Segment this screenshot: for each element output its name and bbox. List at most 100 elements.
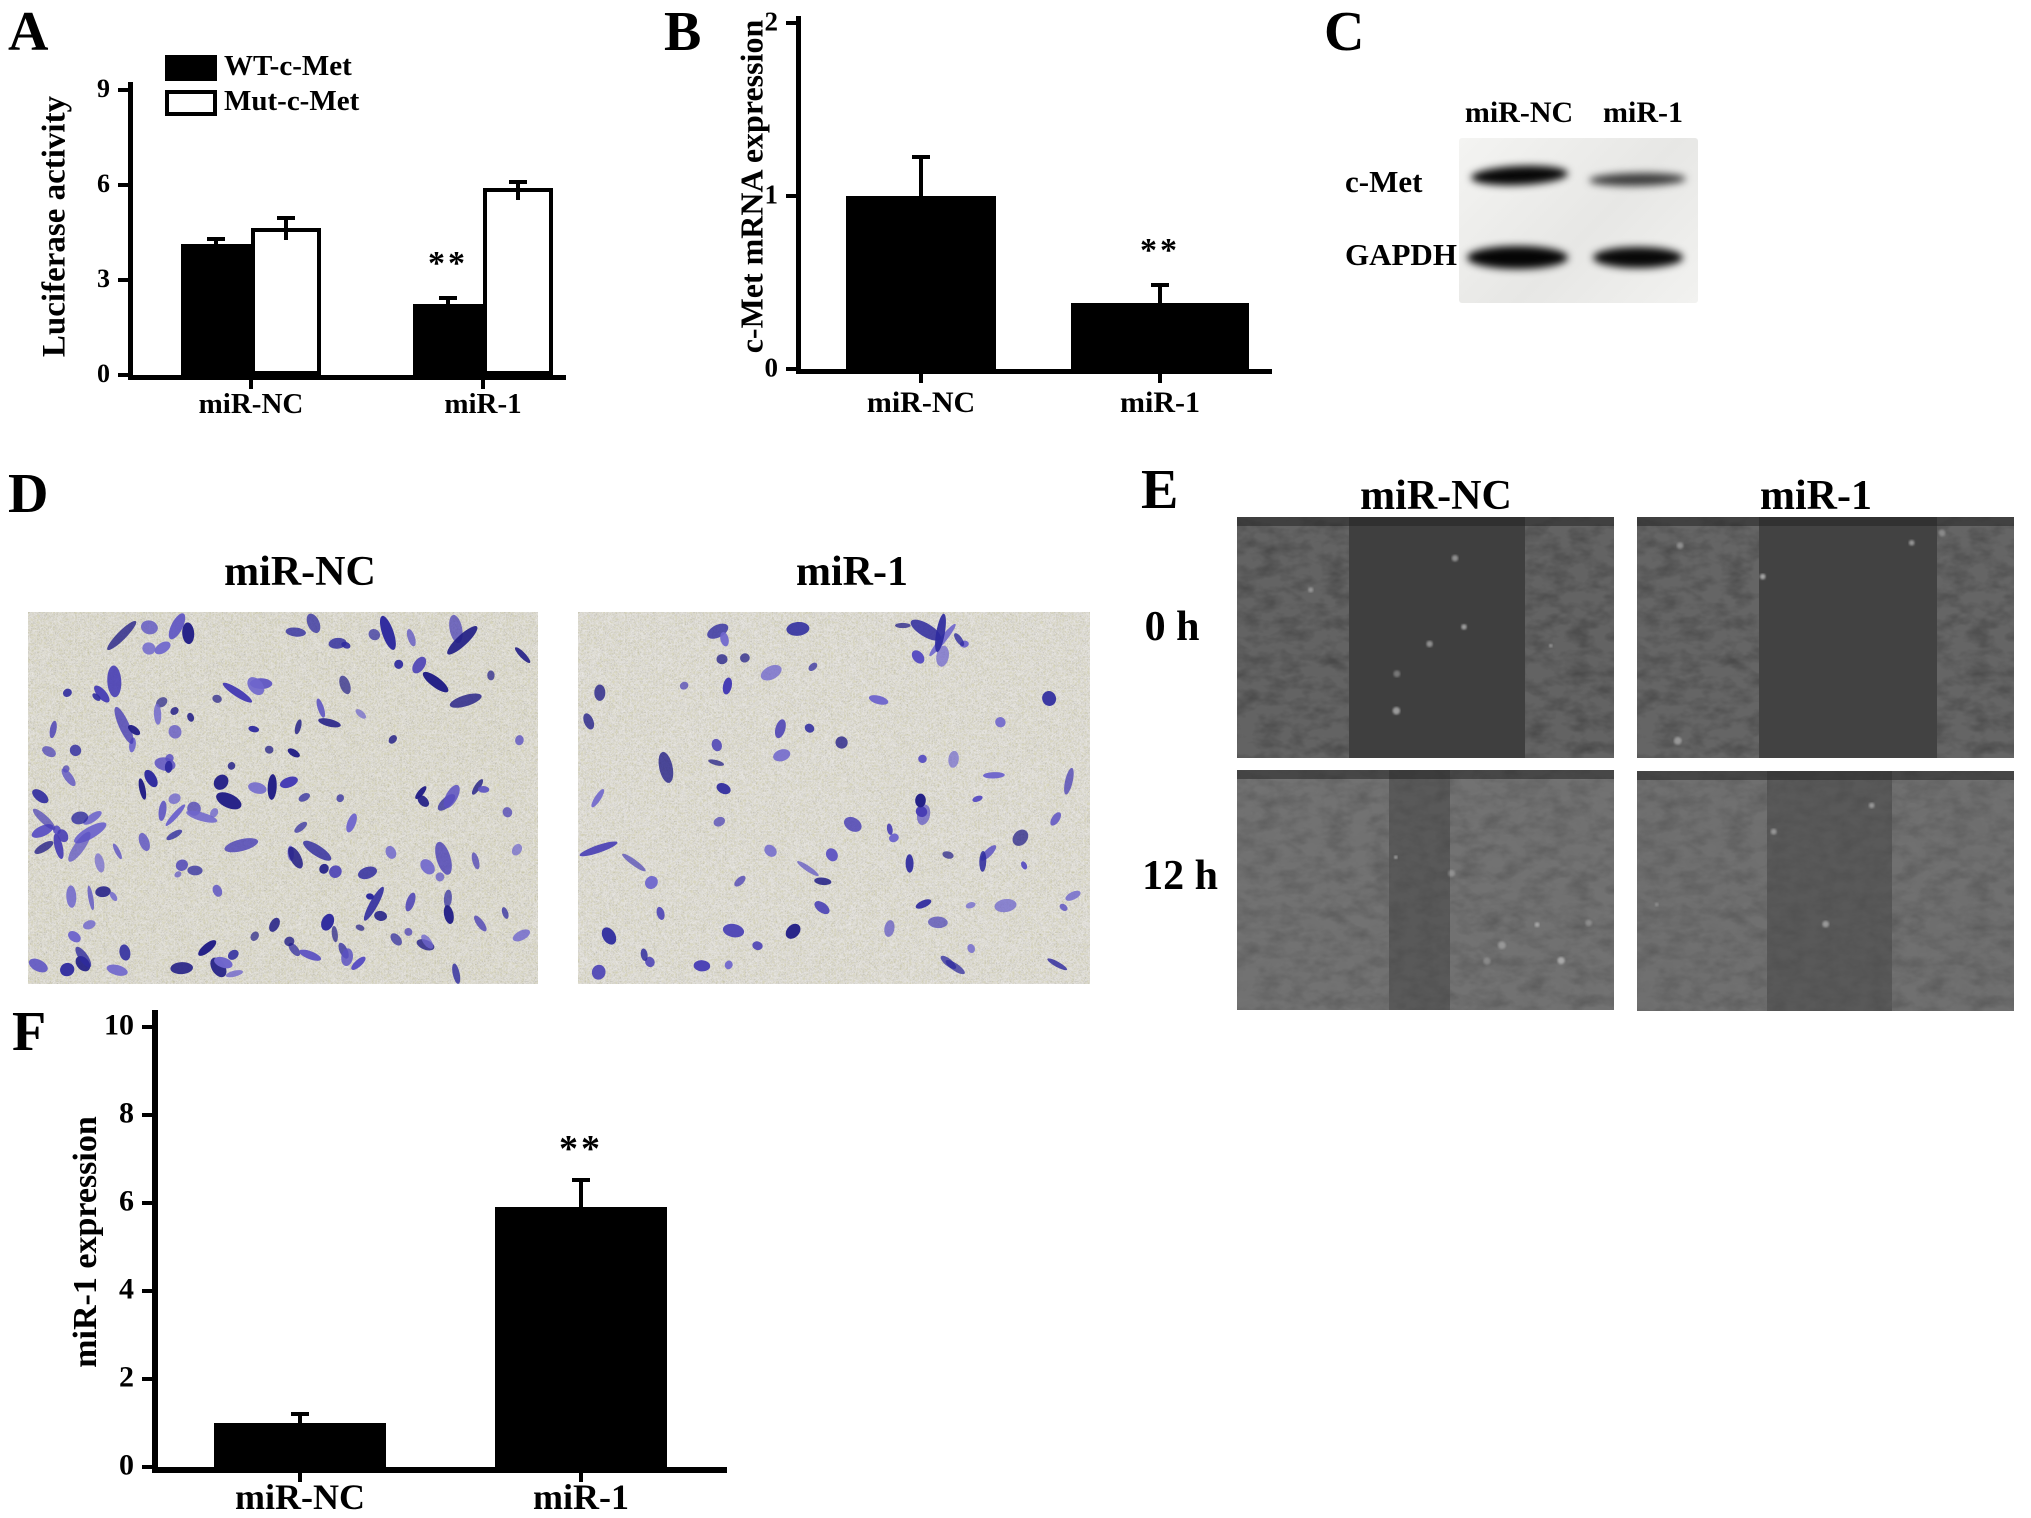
wound-image-0h-mir-1 — [1637, 517, 2014, 758]
bright-cell-spot — [1654, 902, 1659, 907]
stained-cell — [711, 738, 722, 752]
stained-cell — [905, 854, 914, 873]
stained-cell — [49, 720, 57, 739]
stained-cell — [895, 622, 911, 629]
stained-cell — [288, 846, 303, 869]
stained-cell — [83, 811, 102, 825]
stained-cell — [198, 940, 217, 956]
stained-cell — [212, 884, 223, 897]
x-axis-B — [796, 369, 1272, 374]
stained-cell — [713, 816, 726, 827]
stained-cell — [298, 793, 310, 802]
x-tick-B-miR-1 — [1158, 374, 1162, 383]
bright-cell-spot — [1908, 540, 1915, 546]
stained-cell — [363, 886, 384, 921]
stained-cell — [591, 964, 606, 980]
stained-cell — [594, 684, 606, 701]
bright-cell-spot — [1549, 643, 1553, 648]
stained-cell — [915, 806, 928, 817]
stained-cell — [187, 865, 203, 876]
x-label-F-miR-1: miR-1 — [533, 1477, 629, 1517]
stained-cell — [346, 813, 357, 833]
stained-cell — [138, 832, 150, 852]
wound-image-0h-mir-nc — [1237, 517, 1614, 758]
y-axis-F — [152, 1010, 158, 1473]
bright-cell-spot — [1676, 542, 1684, 549]
stained-cell — [591, 789, 605, 808]
bright-cell-spot — [1585, 919, 1592, 927]
bright-cell-spot — [1822, 920, 1830, 928]
stained-cell — [68, 930, 81, 943]
y-tick-F-2 — [142, 1377, 152, 1381]
stained-cell — [760, 664, 782, 681]
stained-cell — [94, 853, 105, 873]
stained-cell — [911, 650, 925, 664]
stained-cell — [144, 769, 158, 788]
y-tick-label-F-4: 4 — [119, 1272, 134, 1306]
stained-cell — [435, 841, 452, 875]
stained-cell — [583, 713, 595, 730]
stained-cell — [954, 633, 965, 647]
stained-cell — [601, 927, 617, 945]
bar-A-Mut-c-Met-miR-1 — [483, 188, 553, 375]
stained-cell — [843, 816, 862, 832]
stained-cell — [1064, 767, 1074, 795]
stained-cell — [814, 877, 832, 886]
stained-cell — [331, 926, 338, 943]
stained-cell — [339, 675, 351, 695]
stained-cell — [168, 724, 182, 739]
stained-cell — [165, 804, 186, 826]
stained-cell — [1012, 829, 1029, 846]
stained-cell — [32, 808, 56, 830]
stained-cell — [107, 620, 137, 651]
blot-row-label-gapdh: GAPDH — [1345, 237, 1457, 272]
stained-cell — [886, 823, 893, 835]
stained-cell — [804, 723, 815, 733]
stained-cell — [140, 620, 158, 635]
stained-cell — [294, 719, 302, 735]
stained-cell — [948, 750, 959, 768]
transwell-label-mir-nc: miR-NC — [224, 549, 376, 595]
stained-cell — [227, 762, 236, 770]
stained-cell — [995, 717, 1006, 728]
stained-cell — [405, 892, 416, 912]
stained-cell — [868, 695, 889, 705]
y-axis-title-F: miR-1 expression — [67, 1116, 104, 1368]
stained-cell — [294, 821, 308, 833]
bar-F-miR-1-miR-1 — [495, 1207, 667, 1467]
stained-cell — [415, 786, 427, 800]
blot-column-label-mir-nc: miR-NC — [1464, 96, 1574, 129]
error-bar-cap — [1151, 282, 1169, 287]
x-label-B-miR-1: miR-1 — [1120, 386, 1200, 419]
stained-cell — [511, 843, 523, 856]
stained-cell — [368, 628, 381, 641]
stained-cell — [299, 949, 322, 961]
y-axis-B — [796, 16, 801, 374]
stained-cell — [214, 956, 233, 969]
y-tick-label-F-0: 0 — [119, 1448, 134, 1482]
y-tick-label-F-10: 10 — [104, 1008, 134, 1042]
stained-cell — [279, 776, 298, 789]
stained-cell — [170, 706, 179, 716]
stained-cell — [106, 964, 128, 976]
stained-cell — [394, 659, 404, 669]
bar-B-c-Met mRNA-miR-NC — [846, 196, 996, 369]
bright-cell-spot — [1393, 670, 1401, 678]
stained-cell — [69, 744, 82, 757]
y-tick-label-A-6: 6 — [97, 168, 110, 198]
stained-cell — [474, 915, 487, 932]
stained-cell — [287, 748, 300, 758]
bright-cell-spot — [1868, 802, 1875, 809]
significance-marker: ** — [1140, 231, 1180, 269]
bright-cell-spot — [1673, 737, 1682, 745]
stained-cell — [935, 613, 946, 653]
stained-cell — [417, 795, 430, 807]
stained-cell — [390, 933, 402, 946]
stained-cell — [942, 851, 954, 859]
panel-letter-d: D — [8, 463, 49, 525]
stained-cell — [316, 698, 326, 718]
stained-cell — [42, 746, 56, 758]
y-tick-label-B-2: 2 — [764, 6, 779, 37]
bright-cell-spot — [1461, 624, 1467, 630]
stained-cell — [797, 861, 819, 877]
